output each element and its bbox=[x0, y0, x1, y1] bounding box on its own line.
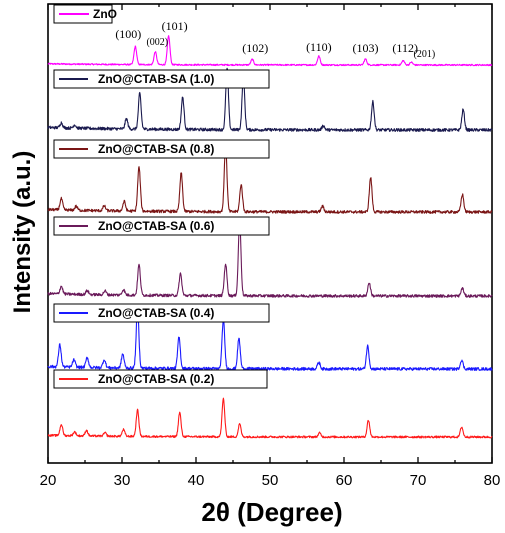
legend-box-2 bbox=[53, 139, 270, 159]
peak-label: (102) bbox=[242, 41, 268, 55]
legend-box-3 bbox=[53, 216, 270, 236]
y-axis-title: Intensity (a.u.) bbox=[9, 151, 36, 314]
x-tick-label: 20 bbox=[40, 472, 57, 489]
peak-labels-group: (100) (002) (101) (102) (110) (103) (112)(201) bbox=[115, 19, 435, 60]
series-line-4 bbox=[47, 308, 493, 371]
peak-label: (103) bbox=[352, 41, 378, 55]
legend-label-3: ZnO@CTAB-SA (0.6) bbox=[98, 219, 214, 233]
legend-label-0: ZnO bbox=[93, 7, 117, 21]
x-tick-label: 80 bbox=[484, 472, 501, 489]
peak-label: (201) bbox=[414, 49, 436, 60]
legend-box-4 bbox=[53, 303, 270, 323]
series-line-5 bbox=[47, 397, 493, 439]
series-line-2 bbox=[47, 146, 493, 214]
legend-box-1 bbox=[53, 69, 270, 89]
peak-label: (101) bbox=[162, 19, 188, 33]
peak-label: (112) bbox=[392, 41, 418, 55]
legends-group: ZnO ZnO@CTAB-SA (1.0) ZnO@CTAB-SA (0.8) ZnO… bbox=[53, 4, 270, 389]
legend-label-2: ZnO@CTAB-SA (0.8) bbox=[98, 142, 214, 156]
legend-box-5 bbox=[53, 369, 268, 389]
legend-label-4: ZnO@CTAB-SA (0.4) bbox=[98, 306, 214, 320]
peak-label: (100) bbox=[115, 27, 141, 41]
legend-label-5: ZnO@CTAB-SA (0.2) bbox=[98, 372, 214, 386]
traces-group bbox=[47, 35, 493, 439]
series-line-1 bbox=[47, 67, 493, 132]
x-tick-label: 30 bbox=[114, 472, 131, 489]
axes-group: 20 30 40 50 60 70 80 bbox=[40, 3, 501, 489]
legend-label-1: ZnO@CTAB-SA (1.0) bbox=[98, 72, 214, 86]
peak-label: (110) bbox=[306, 40, 332, 54]
x-axis-title: 2θ (Degree) bbox=[201, 497, 342, 527]
x-tick-label: 60 bbox=[336, 472, 353, 489]
series-line-0 bbox=[47, 35, 493, 67]
x-tick-label: 70 bbox=[410, 472, 427, 489]
series-line-3 bbox=[47, 221, 493, 298]
x-tick-label: 50 bbox=[262, 472, 279, 489]
peak-label: (002) bbox=[146, 37, 168, 48]
x-tick-label: 40 bbox=[188, 472, 205, 489]
